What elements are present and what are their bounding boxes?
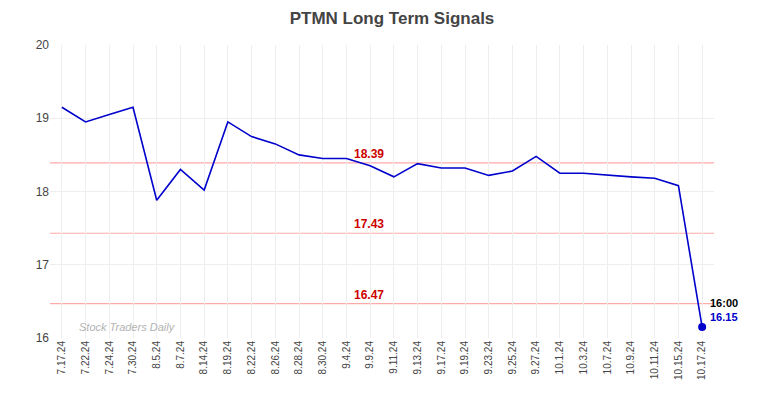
svg-text:10.11.24: 10.11.24 bbox=[649, 341, 660, 380]
svg-text:10.7.24: 10.7.24 bbox=[602, 341, 613, 375]
svg-text:8.22.24: 8.22.24 bbox=[246, 341, 257, 375]
svg-text:9.9.24: 9.9.24 bbox=[364, 341, 375, 369]
svg-text:10.15.24: 10.15.24 bbox=[673, 341, 684, 380]
svg-text:16: 16 bbox=[36, 331, 50, 345]
svg-text:9.13.24: 9.13.24 bbox=[412, 341, 423, 375]
svg-text:7.22.24: 7.22.24 bbox=[80, 341, 91, 375]
svg-text:16.47: 16.47 bbox=[354, 288, 384, 302]
svg-text:9.25.24: 9.25.24 bbox=[507, 341, 518, 375]
svg-text:7.30.24: 7.30.24 bbox=[127, 341, 138, 375]
svg-text:Stock Traders Daily: Stock Traders Daily bbox=[79, 321, 176, 333]
svg-text:8.5.24: 8.5.24 bbox=[151, 341, 162, 369]
svg-text:18.39: 18.39 bbox=[354, 147, 384, 161]
svg-text:8.30.24: 8.30.24 bbox=[317, 341, 328, 375]
svg-text:16:00: 16:00 bbox=[710, 297, 738, 309]
svg-text:10.17.24: 10.17.24 bbox=[696, 341, 707, 380]
svg-text:PTMN Long Term Signals: PTMN Long Term Signals bbox=[290, 9, 495, 28]
svg-text:9.23.24: 9.23.24 bbox=[483, 341, 494, 375]
svg-text:7.24.24: 7.24.24 bbox=[104, 341, 115, 375]
svg-text:18: 18 bbox=[36, 185, 50, 199]
svg-text:10.1.24: 10.1.24 bbox=[554, 341, 565, 375]
svg-text:8.7.24: 8.7.24 bbox=[175, 341, 186, 369]
svg-text:8.28.24: 8.28.24 bbox=[293, 341, 304, 375]
svg-text:9.4.24: 9.4.24 bbox=[341, 341, 352, 369]
svg-text:9.27.24: 9.27.24 bbox=[530, 341, 541, 375]
svg-text:17: 17 bbox=[36, 258, 50, 272]
svg-text:10.3.24: 10.3.24 bbox=[578, 341, 589, 375]
svg-text:9.19.24: 9.19.24 bbox=[459, 341, 470, 375]
svg-text:10.9.24: 10.9.24 bbox=[625, 341, 636, 375]
svg-text:7.17.24: 7.17.24 bbox=[56, 341, 67, 375]
svg-text:8.19.24: 8.19.24 bbox=[222, 341, 233, 375]
svg-text:9.11.24: 9.11.24 bbox=[388, 341, 399, 374]
svg-text:8.14.24: 8.14.24 bbox=[198, 341, 209, 375]
svg-text:16.15: 16.15 bbox=[710, 311, 738, 323]
svg-text:9.17.24: 9.17.24 bbox=[436, 341, 447, 375]
svg-text:17.43: 17.43 bbox=[354, 217, 384, 231]
svg-text:19: 19 bbox=[36, 111, 50, 125]
svg-text:8.26.24: 8.26.24 bbox=[270, 341, 281, 375]
svg-text:20: 20 bbox=[36, 38, 50, 52]
